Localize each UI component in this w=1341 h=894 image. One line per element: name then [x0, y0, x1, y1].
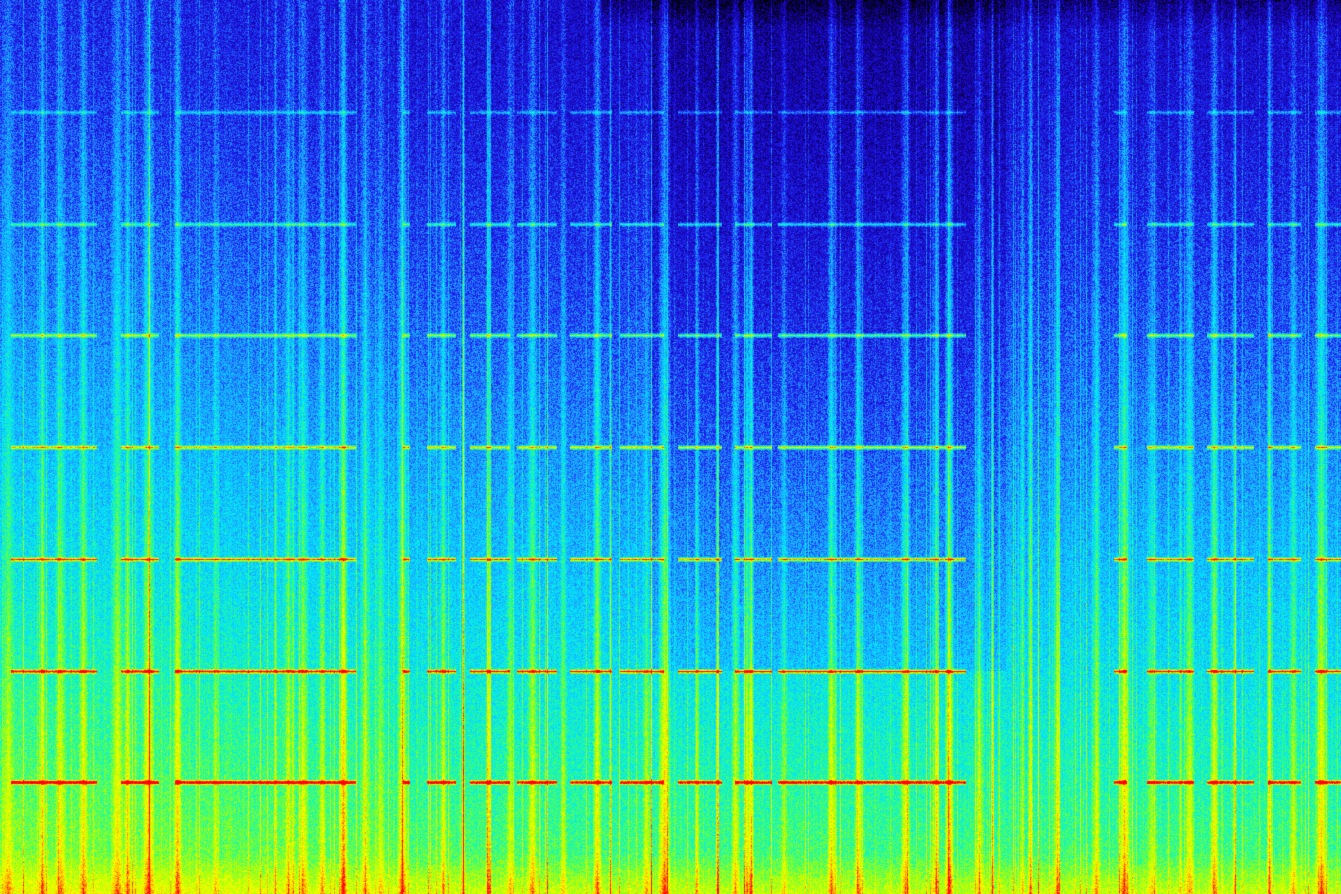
spectrogram-image [0, 0, 1341, 894]
spectrogram-canvas [0, 0, 1341, 894]
